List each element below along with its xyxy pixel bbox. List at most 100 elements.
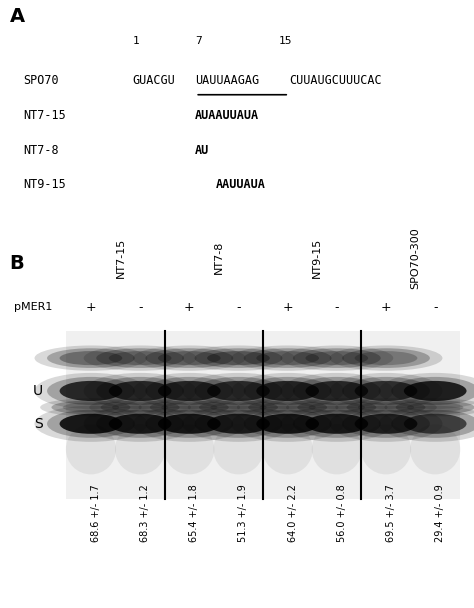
Ellipse shape: [281, 345, 393, 371]
Ellipse shape: [329, 406, 442, 442]
Text: 7: 7: [195, 36, 202, 46]
Text: 68.3 +/- 1.2: 68.3 +/- 1.2: [140, 485, 150, 542]
Text: -: -: [236, 300, 241, 314]
Ellipse shape: [182, 373, 295, 409]
Ellipse shape: [195, 377, 283, 405]
Ellipse shape: [133, 345, 246, 371]
Ellipse shape: [109, 351, 172, 365]
Ellipse shape: [392, 377, 474, 405]
Ellipse shape: [329, 373, 442, 409]
Ellipse shape: [259, 402, 316, 412]
Ellipse shape: [410, 424, 460, 474]
Ellipse shape: [115, 424, 165, 474]
Text: NT7-8: NT7-8: [24, 143, 59, 157]
Ellipse shape: [195, 410, 283, 438]
Ellipse shape: [96, 377, 184, 405]
FancyBboxPatch shape: [66, 331, 460, 499]
Ellipse shape: [133, 406, 246, 442]
Ellipse shape: [164, 424, 214, 474]
Ellipse shape: [158, 351, 221, 365]
Text: SPO70-300: SPO70-300: [410, 227, 420, 289]
Ellipse shape: [342, 410, 430, 438]
Ellipse shape: [305, 413, 368, 434]
Text: pMER1: pMER1: [14, 302, 53, 312]
Text: 64.0 +/- 2.2: 64.0 +/- 2.2: [288, 484, 298, 542]
Ellipse shape: [146, 377, 233, 405]
Text: S: S: [34, 416, 43, 431]
Ellipse shape: [312, 424, 362, 474]
Ellipse shape: [396, 400, 474, 415]
Ellipse shape: [263, 424, 313, 474]
Ellipse shape: [346, 400, 426, 415]
Ellipse shape: [256, 351, 319, 365]
Ellipse shape: [379, 406, 474, 442]
Ellipse shape: [361, 424, 411, 474]
Ellipse shape: [256, 413, 319, 434]
Ellipse shape: [335, 398, 437, 416]
Ellipse shape: [244, 377, 331, 405]
Text: +: +: [86, 300, 96, 314]
Text: NT7-8: NT7-8: [214, 241, 224, 274]
Ellipse shape: [231, 373, 344, 409]
Ellipse shape: [355, 351, 418, 365]
Text: U: U: [33, 384, 43, 398]
Text: NT7-15: NT7-15: [24, 109, 66, 122]
Text: 1: 1: [133, 36, 139, 46]
Text: CUUAUGCUUUCAC: CUUAUGCUUUCAC: [289, 74, 382, 88]
Ellipse shape: [379, 373, 474, 409]
Ellipse shape: [100, 400, 180, 415]
Ellipse shape: [182, 406, 295, 442]
Ellipse shape: [112, 402, 168, 412]
Ellipse shape: [213, 424, 264, 474]
Ellipse shape: [84, 345, 197, 371]
Ellipse shape: [207, 351, 270, 365]
Ellipse shape: [47, 377, 135, 405]
Ellipse shape: [109, 381, 172, 401]
Ellipse shape: [256, 381, 319, 401]
Ellipse shape: [195, 348, 283, 368]
Text: AAUUAUA: AAUUAUA: [216, 178, 266, 192]
Ellipse shape: [384, 398, 474, 416]
Ellipse shape: [66, 424, 116, 474]
Ellipse shape: [231, 345, 344, 371]
Ellipse shape: [281, 406, 393, 442]
Ellipse shape: [63, 402, 119, 412]
Ellipse shape: [207, 381, 270, 401]
Ellipse shape: [248, 400, 327, 415]
Text: NT9-15: NT9-15: [312, 238, 322, 278]
Ellipse shape: [281, 373, 393, 409]
Ellipse shape: [329, 345, 442, 371]
Ellipse shape: [355, 413, 418, 434]
Ellipse shape: [133, 373, 246, 409]
Ellipse shape: [297, 400, 376, 415]
Text: AUAAUUAUA: AUAAUUAUA: [195, 109, 259, 122]
Text: 29.4 +/- 0.9: 29.4 +/- 0.9: [435, 485, 445, 542]
Ellipse shape: [355, 381, 418, 401]
Ellipse shape: [52, 400, 130, 415]
Ellipse shape: [309, 402, 365, 412]
Text: -: -: [335, 300, 339, 314]
Ellipse shape: [146, 348, 233, 368]
Ellipse shape: [342, 377, 430, 405]
Text: GUACGU: GUACGU: [133, 74, 175, 88]
Text: +: +: [283, 300, 293, 314]
Ellipse shape: [407, 402, 464, 412]
Text: 69.5 +/- 3.7: 69.5 +/- 3.7: [386, 484, 396, 542]
Ellipse shape: [404, 381, 466, 401]
Text: B: B: [9, 254, 24, 273]
Ellipse shape: [207, 413, 270, 434]
Ellipse shape: [244, 348, 331, 368]
Text: 65.4 +/- 1.8: 65.4 +/- 1.8: [189, 485, 199, 542]
Ellipse shape: [182, 345, 295, 371]
Ellipse shape: [358, 402, 414, 412]
Text: +: +: [184, 300, 195, 314]
Ellipse shape: [47, 410, 135, 438]
Ellipse shape: [305, 381, 368, 401]
Text: -: -: [433, 300, 438, 314]
Ellipse shape: [35, 345, 147, 371]
Ellipse shape: [231, 406, 344, 442]
Ellipse shape: [84, 373, 197, 409]
Ellipse shape: [96, 348, 184, 368]
Text: SPO70: SPO70: [24, 74, 59, 88]
Ellipse shape: [199, 400, 278, 415]
